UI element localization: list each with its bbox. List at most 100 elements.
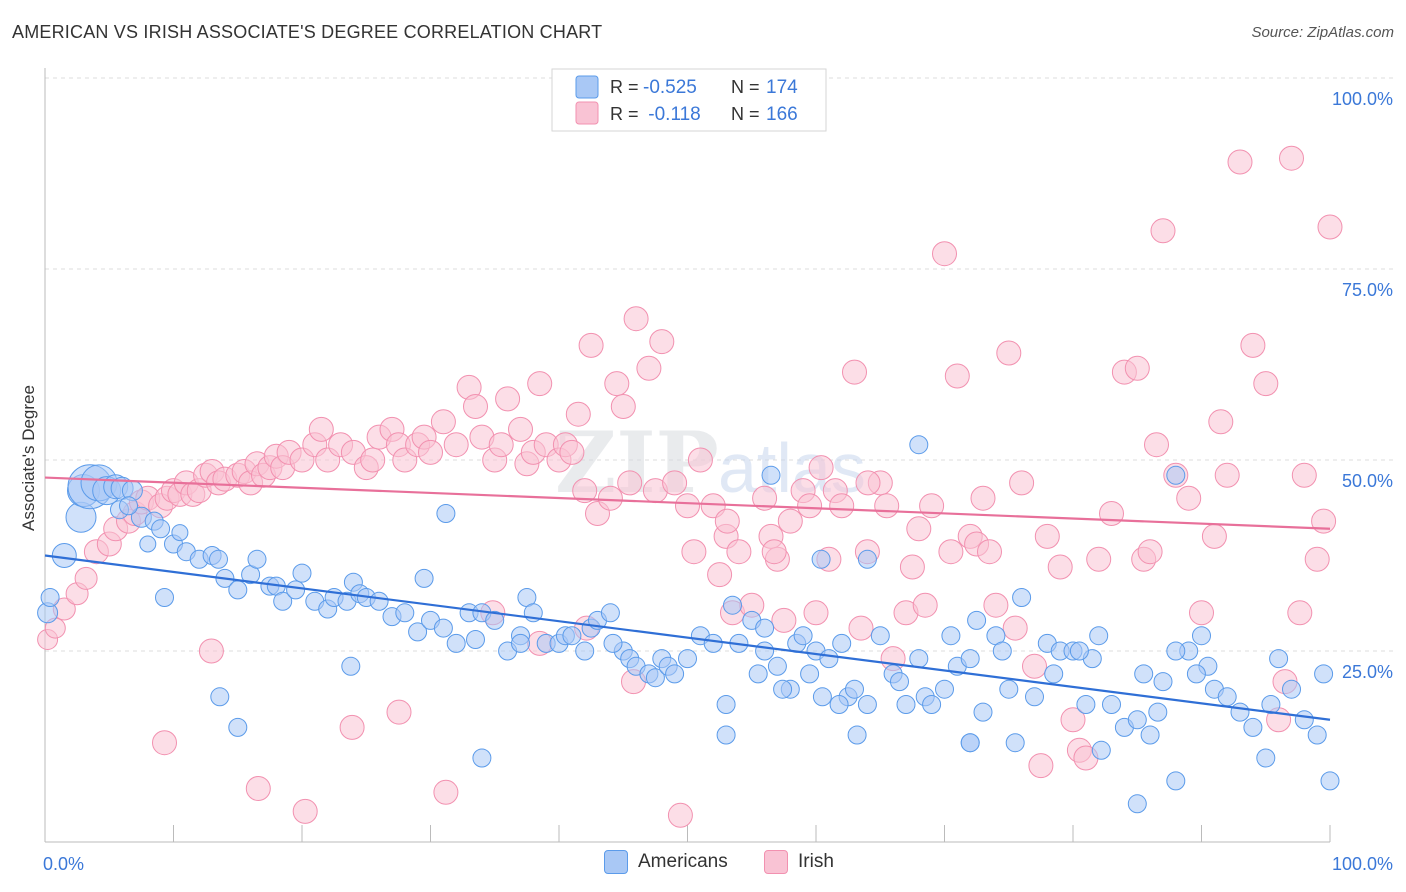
irish-point-104 <box>906 516 932 542</box>
american-point-130 <box>1243 717 1263 737</box>
american-point-160 <box>1091 740 1111 760</box>
american-point-39 <box>369 591 389 611</box>
american-point-20 <box>139 535 157 553</box>
irish-point-53 <box>488 432 514 458</box>
american-point-165 <box>1166 641 1186 661</box>
american-point-122 <box>1153 672 1173 692</box>
american-point-99 <box>941 626 961 646</box>
american-point-157 <box>1148 702 1168 722</box>
irish-point-83 <box>726 539 752 565</box>
american-point-136 <box>1314 664 1334 684</box>
american-point-89 <box>845 679 864 699</box>
american-point-103 <box>973 702 993 722</box>
irish-point-128 <box>1124 355 1150 381</box>
irish-point-119 <box>1028 753 1054 779</box>
irish-point-65 <box>578 332 604 358</box>
american-point-141 <box>857 549 877 569</box>
american-point-138 <box>812 687 832 707</box>
irish-point-156 <box>433 779 459 805</box>
irish-point-149 <box>1287 600 1313 626</box>
axes <box>44 68 1331 843</box>
american-point-129 <box>1230 702 1250 722</box>
american-point-125 <box>1192 626 1211 646</box>
american-point-155 <box>773 679 793 699</box>
irish-point-46 <box>418 439 443 465</box>
irish-point-68 <box>604 371 630 397</box>
american-point-2 <box>51 543 77 568</box>
irish-point-153 <box>292 798 318 824</box>
american-point-41 <box>395 603 415 623</box>
irish-point-62 <box>559 439 585 465</box>
correlation-legend: R = -0.525 N = 174 R = -0.118 N = 166 <box>551 68 827 132</box>
irish-point-63 <box>565 401 591 427</box>
american-point-73 <box>703 633 723 653</box>
irish-point-147 <box>1311 508 1337 534</box>
irish-point-164 <box>808 455 834 481</box>
american-point-111 <box>1044 664 1064 684</box>
american-point-45 <box>433 618 453 638</box>
american-point-48 <box>466 630 485 649</box>
irish-point-132 <box>1150 218 1176 244</box>
irish-point-161 <box>667 802 693 828</box>
irish-point-74 <box>649 329 675 355</box>
irish-point-152 <box>245 776 271 801</box>
american-point-105 <box>992 641 1012 661</box>
american-point-147 <box>436 504 456 523</box>
legend-r-label-americans: R = <box>610 77 639 97</box>
irish-point-96 <box>842 359 867 385</box>
irish-point-77 <box>681 539 707 565</box>
irish-point-71 <box>623 306 649 332</box>
american-point-120 <box>1134 664 1154 684</box>
bottom-legend-swatch-irish <box>764 850 788 874</box>
american-point-143 <box>1166 771 1186 791</box>
american-point-139 <box>761 465 781 485</box>
american-point-23 <box>209 549 228 569</box>
irish-point-85 <box>752 485 778 511</box>
american-point-80 <box>767 656 787 676</box>
american-point-151 <box>511 633 530 653</box>
irish-point-138 <box>1214 462 1240 488</box>
american-point-121 <box>1140 725 1160 745</box>
american-point-46 <box>446 633 466 653</box>
irish-point-69 <box>610 394 636 419</box>
y-tick-label-3: 100.0% <box>1332 89 1393 109</box>
irish-point-122 <box>1060 707 1086 733</box>
y-tick-label-2: 75.0% <box>1342 280 1393 300</box>
american-point-107 <box>1005 733 1025 753</box>
legend-swatch-irish <box>575 101 599 125</box>
irish-point-97 <box>848 615 874 641</box>
irish-point-109 <box>944 363 970 389</box>
american-point-131 <box>1256 748 1276 768</box>
irish-point-162 <box>714 508 740 534</box>
american-point-95 <box>909 649 929 669</box>
american-point-98 <box>935 679 954 699</box>
american-point-94 <box>896 695 916 714</box>
americans-points <box>37 435 1340 814</box>
irish-point-139 <box>1227 149 1253 175</box>
irish-point-89 <box>777 508 803 534</box>
trend-lines <box>44 476 1331 721</box>
irish-point-80 <box>707 562 733 588</box>
american-point-117 <box>1102 695 1121 714</box>
irish-point-137 <box>1208 409 1234 435</box>
bottom-legend-irish: Irish <box>764 850 834 874</box>
irish-point-58 <box>527 371 553 397</box>
american-point-144 <box>1069 641 1089 661</box>
american-point-148 <box>811 549 831 569</box>
irish-point-70 <box>617 470 643 496</box>
american-point-43 <box>414 568 434 588</box>
legend-n-value-irish: 166 <box>766 104 798 125</box>
y-tick-label-1: 50.0% <box>1342 471 1393 491</box>
bottom-legend-swatch-americans <box>604 850 628 874</box>
american-point-84 <box>800 664 820 684</box>
bottom-legend: Americans Irish <box>0 850 1406 880</box>
irish-point-134 <box>1176 485 1202 511</box>
american-point-132 <box>1269 649 1289 669</box>
american-point-114 <box>1076 695 1096 714</box>
irish-point-108 <box>938 539 964 565</box>
american-point-1 <box>40 588 60 607</box>
american-point-158 <box>341 656 361 676</box>
irish-point-75 <box>662 470 688 496</box>
bottom-legend-label-americans: Americans <box>638 851 728 872</box>
trend-line-irish <box>44 476 1331 530</box>
